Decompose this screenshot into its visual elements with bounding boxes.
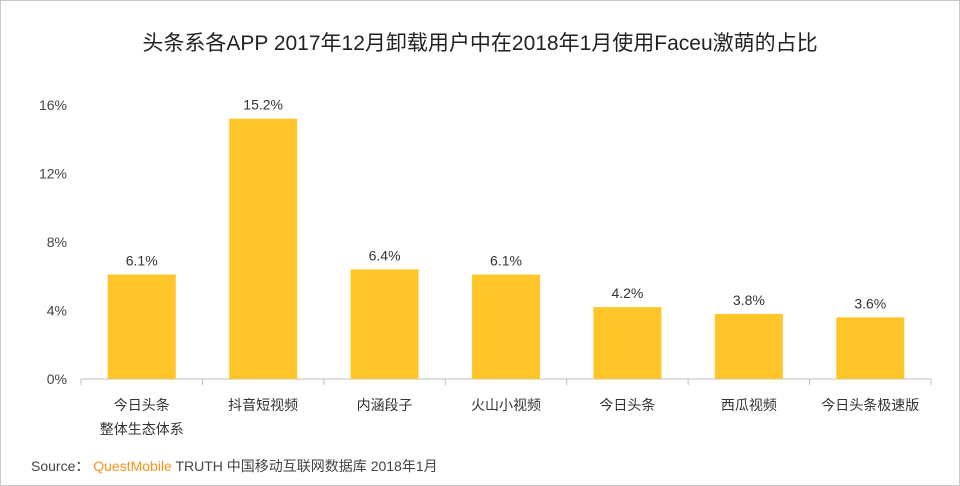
x-tick-label: 西瓜视频: [721, 397, 777, 413]
bar: [107, 274, 176, 379]
y-tick-label: 0%: [47, 371, 67, 387]
data-label: 6.1%: [490, 253, 522, 269]
bar: [350, 269, 419, 379]
data-label: 3.8%: [733, 292, 765, 308]
y-tick-label: 4%: [47, 303, 67, 319]
bar: [714, 313, 783, 379]
chart-title: 头条系各APP 2017年12月卸载用户中在2018年1月使用Faceu激萌的占…: [142, 32, 818, 55]
x-tick-label: 今日头条: [599, 397, 655, 413]
source-text: TRUTH 中国移动互联网数据库 2018年1月: [175, 458, 438, 474]
source-prefix: Source：: [31, 458, 90, 474]
data-label: 15.2%: [243, 97, 283, 113]
y-tick-label: 16%: [39, 97, 67, 113]
source-brand: QuestMobile: [93, 458, 172, 474]
x-tick-label: 内涵段子: [357, 397, 413, 413]
x-tick-label: 整体生态体系: [100, 421, 184, 437]
data-label: 6.4%: [369, 247, 401, 263]
x-tick-label: 火山小视频: [471, 397, 541, 413]
x-tick-label: 今日头条极速版: [821, 397, 919, 413]
y-tick-label: 12%: [39, 166, 67, 182]
data-label: 3.6%: [854, 295, 886, 311]
data-label: 6.1%: [126, 253, 158, 269]
bar: [229, 118, 298, 379]
bar: [836, 317, 905, 379]
x-tick-label: 今日头条: [114, 397, 170, 413]
y-tick-label: 8%: [47, 234, 67, 250]
bar: [593, 307, 662, 379]
x-tick-label: 抖音短视频: [228, 397, 298, 413]
source-note: Source： QuestMobile TRUTH 中国移动互联网数据库 201…: [31, 456, 438, 476]
data-label: 4.2%: [611, 285, 643, 301]
bar: [472, 274, 540, 379]
